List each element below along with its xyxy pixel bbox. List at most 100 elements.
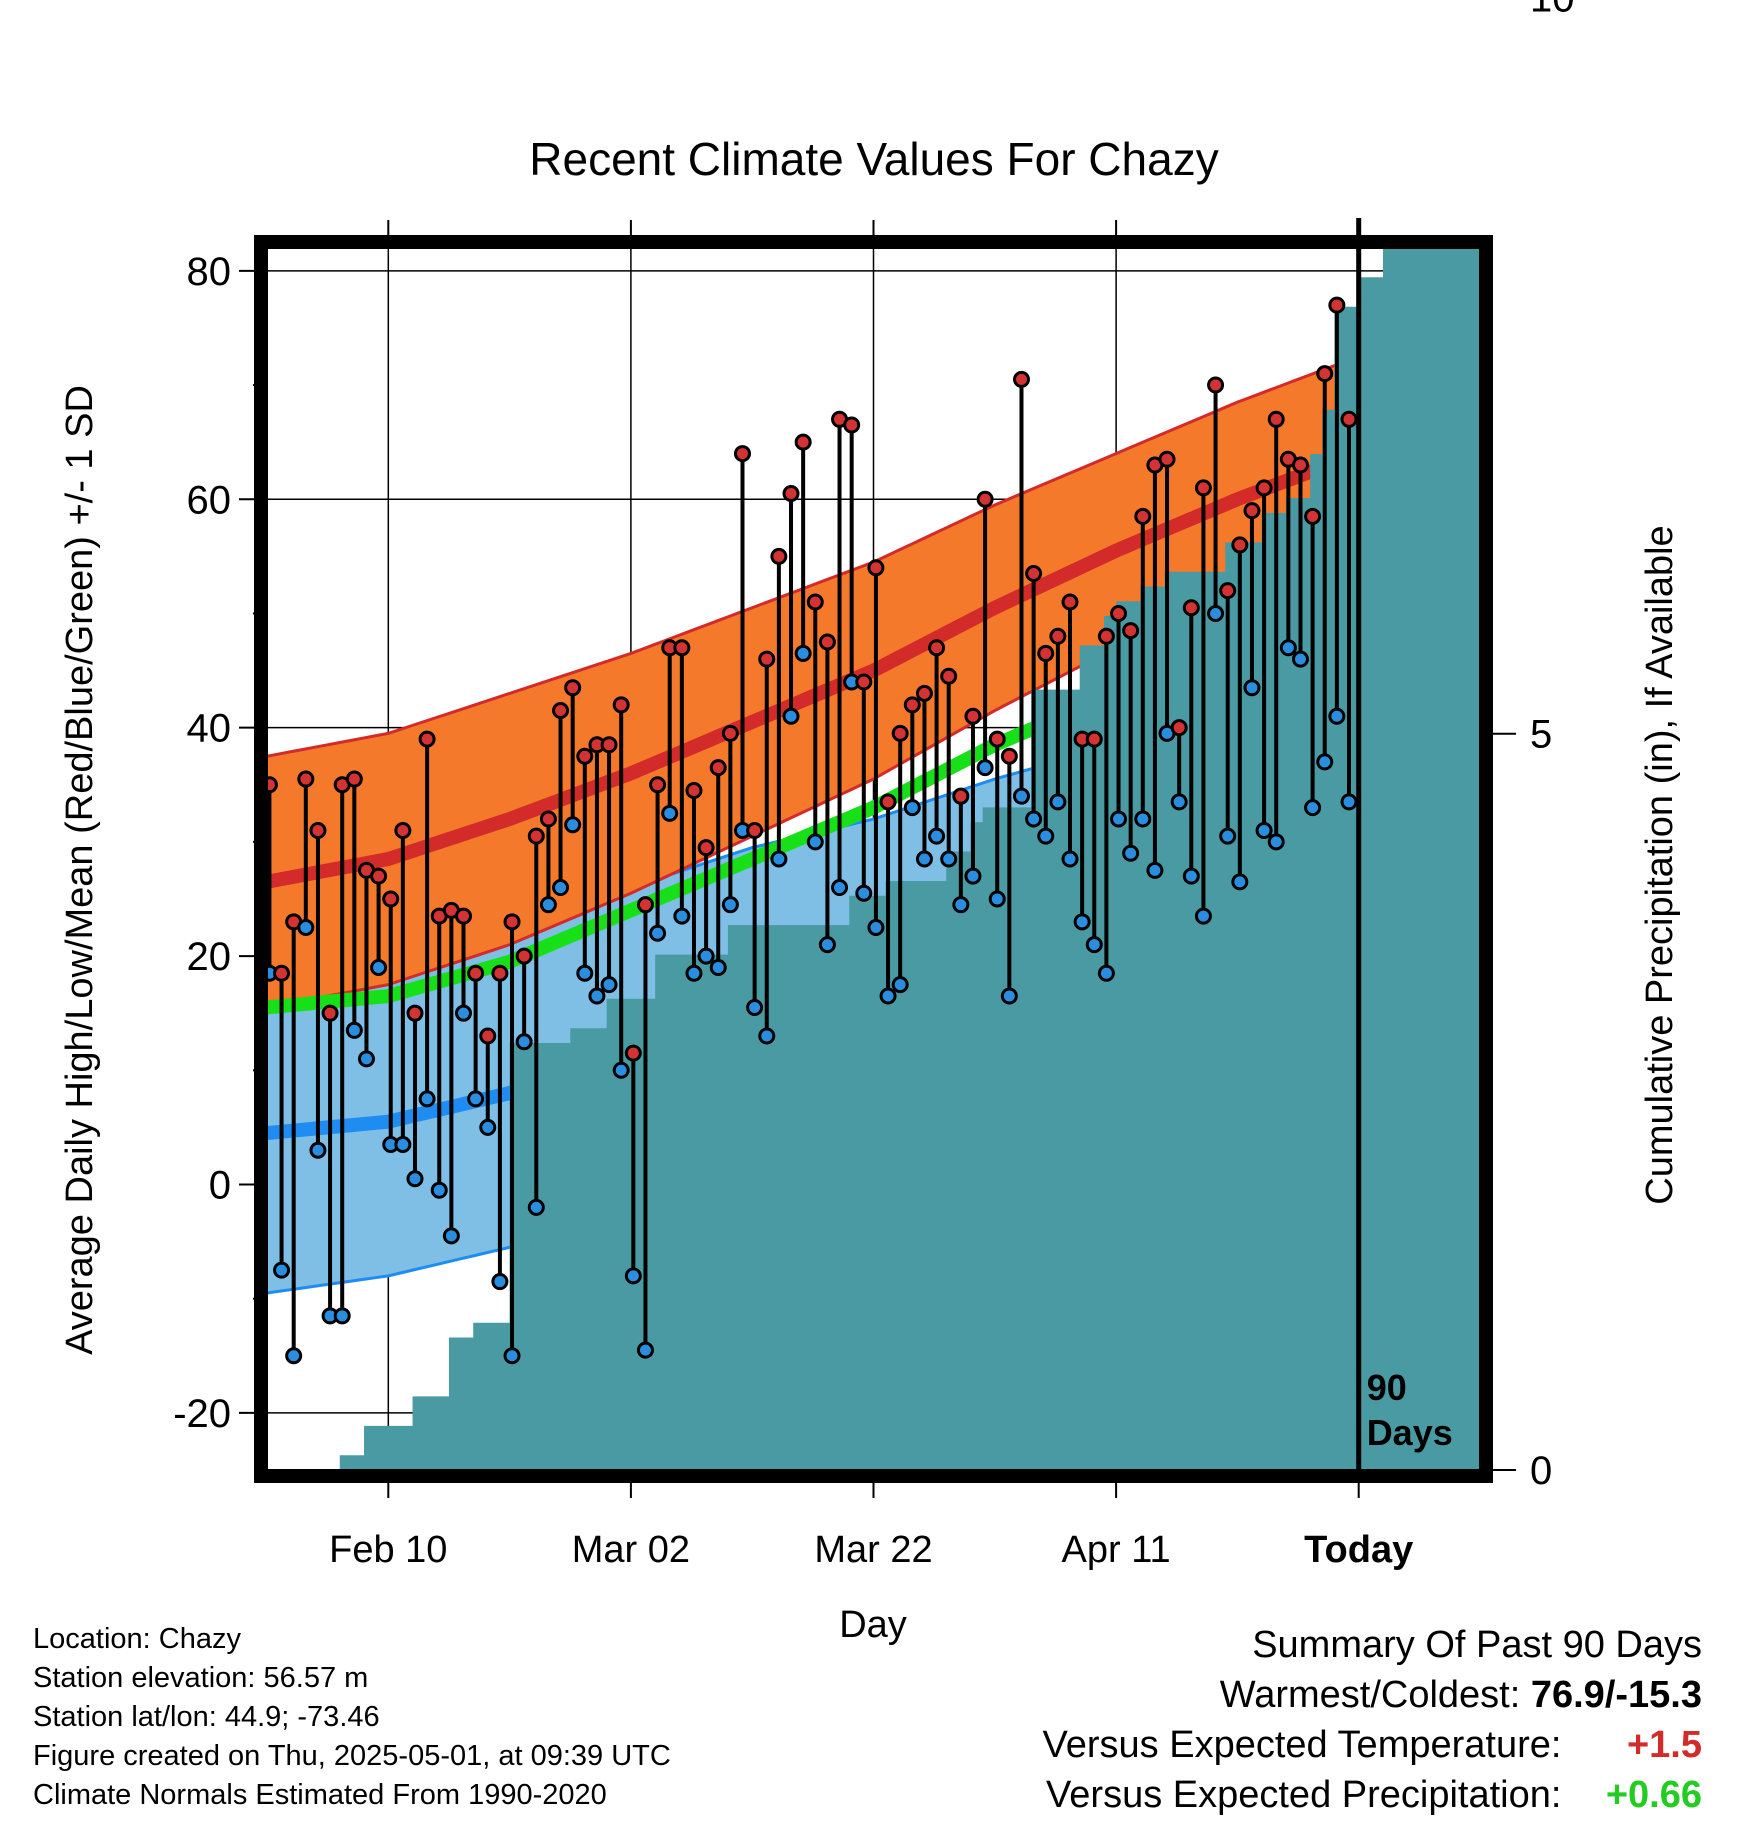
location-text: Location: Chazy [33, 1623, 241, 1655]
daily-high-point [1219, 582, 1237, 600]
daily-high-point [806, 593, 824, 611]
daily-low-point [867, 919, 885, 937]
daily-high-point [297, 770, 315, 788]
daily-high-point [467, 964, 485, 982]
daily-low-point [333, 1307, 351, 1325]
daily-high-point [552, 702, 570, 720]
daily-low-point [1000, 987, 1018, 1005]
daily-low-point [467, 1090, 485, 1108]
daily-high-point [1110, 604, 1128, 622]
daily-high-point [1012, 370, 1030, 388]
daily-high-point [685, 781, 703, 799]
daily-low-point [394, 1136, 412, 1154]
daily-low-point [782, 707, 800, 725]
daily-low-point [1012, 787, 1030, 805]
daily-high-point [612, 696, 630, 714]
plot-area [267, 248, 1480, 1470]
daily-high-point [1097, 627, 1115, 645]
daily-high-point [1231, 536, 1249, 554]
daily-low-point [1097, 964, 1115, 982]
daily-low-point [891, 976, 909, 994]
x-tick-label: Mar 02 [572, 1529, 690, 1571]
daily-high-point [964, 707, 982, 725]
daily-low-point [794, 644, 812, 662]
y2-tick-label: 10 [1530, 0, 1575, 20]
y-tick-label: 20 [187, 935, 232, 979]
daily-high-point [309, 821, 327, 839]
daily-high-point [503, 913, 521, 931]
daily-low-point [1061, 850, 1079, 868]
summary-panel: Summary Of Past 90 Days Warmest/Coldest:… [1043, 1620, 1702, 1820]
high-sd-band [267, 310, 1480, 1008]
daily-high-point [624, 1044, 642, 1062]
daily-low-point [697, 947, 715, 965]
elevation-text: Station elevation: 56.57 m [33, 1662, 369, 1694]
daily-low-point [1316, 753, 1334, 771]
daily-high-point [1134, 507, 1152, 525]
daily-high-point [1304, 507, 1322, 525]
y2-tick-label: 0 [1530, 1449, 1552, 1493]
daily-low-point [515, 1033, 533, 1051]
daily-low-point [345, 1021, 363, 1039]
today-days-number: 90 [1367, 1367, 1407, 1408]
daily-high-point [418, 730, 436, 748]
daily-low-point [588, 987, 606, 1005]
daily-low-point [1049, 793, 1067, 811]
precip-area [339, 248, 1480, 1470]
x-tick-label: Today [1304, 1529, 1413, 1571]
daily-high-point [345, 770, 363, 788]
daily-low-point [1340, 793, 1358, 811]
station-info: Location: Chazy Station elevation: 56.57… [33, 1620, 671, 1815]
daily-low-point [915, 850, 933, 868]
daily-low-point [418, 1090, 436, 1108]
daily-low-point [721, 896, 739, 914]
daily-high-point [733, 445, 751, 463]
daily-low-point [1255, 821, 1273, 839]
daily-high-point [976, 490, 994, 508]
daily-low-point [357, 1050, 375, 1068]
daily-low-point [600, 976, 618, 994]
daily-low-point [1243, 679, 1261, 697]
daily-high-point [1207, 376, 1225, 394]
daily-high-point [455, 907, 473, 925]
daily-low-point [806, 833, 824, 851]
daily-high-point [855, 673, 873, 691]
y-tick-label: 60 [187, 478, 232, 522]
daily-high-point [491, 964, 509, 982]
daily-low-point [309, 1141, 327, 1159]
daily-low-point [406, 1170, 424, 1188]
daily-high-point [1061, 593, 1079, 611]
daily-high-point [636, 896, 654, 914]
daily-low-point [758, 1027, 776, 1045]
daily-low-point [964, 867, 982, 885]
daily-low-point [855, 884, 873, 902]
daily-low-point [527, 1198, 545, 1216]
daily-high-point [928, 639, 946, 657]
daily-low-point [709, 958, 727, 976]
daily-high-point [527, 827, 545, 845]
summary-heading: Summary Of Past 90 Days [1252, 1624, 1702, 1666]
daily-high-point [758, 650, 776, 668]
daily-high-point [479, 1027, 497, 1045]
warm-cold-value: 76.9/-15.3 [1530, 1674, 1702, 1716]
daily-low-point [430, 1181, 448, 1199]
daily-low-point [831, 879, 849, 897]
daily-low-point [1085, 936, 1103, 954]
daily-high-point [406, 1004, 424, 1022]
latlon-text: Station lat/lon: 44.9; -73.46 [33, 1701, 380, 1733]
daily-high-point [1000, 747, 1018, 765]
summary-warm-cold: Warmest/Coldest: 76.9/-15.3 [1043, 1670, 1702, 1720]
daily-low-point [370, 958, 388, 976]
daily-high-point [370, 867, 388, 885]
daily-low-point [455, 1004, 473, 1022]
daily-high-point [818, 633, 836, 651]
daily-high-point [794, 433, 812, 451]
temp-label: Versus Expected Temperature: [1042, 1724, 1562, 1766]
y2-tick-label: 5 [1530, 713, 1552, 757]
daily-high-point [1340, 410, 1358, 428]
daily-high-point [867, 559, 885, 577]
daily-low-point [1025, 810, 1043, 828]
daily-low-point [1037, 827, 1055, 845]
daily-high-point [1194, 479, 1212, 497]
y-tick-label: 80 [187, 250, 232, 294]
